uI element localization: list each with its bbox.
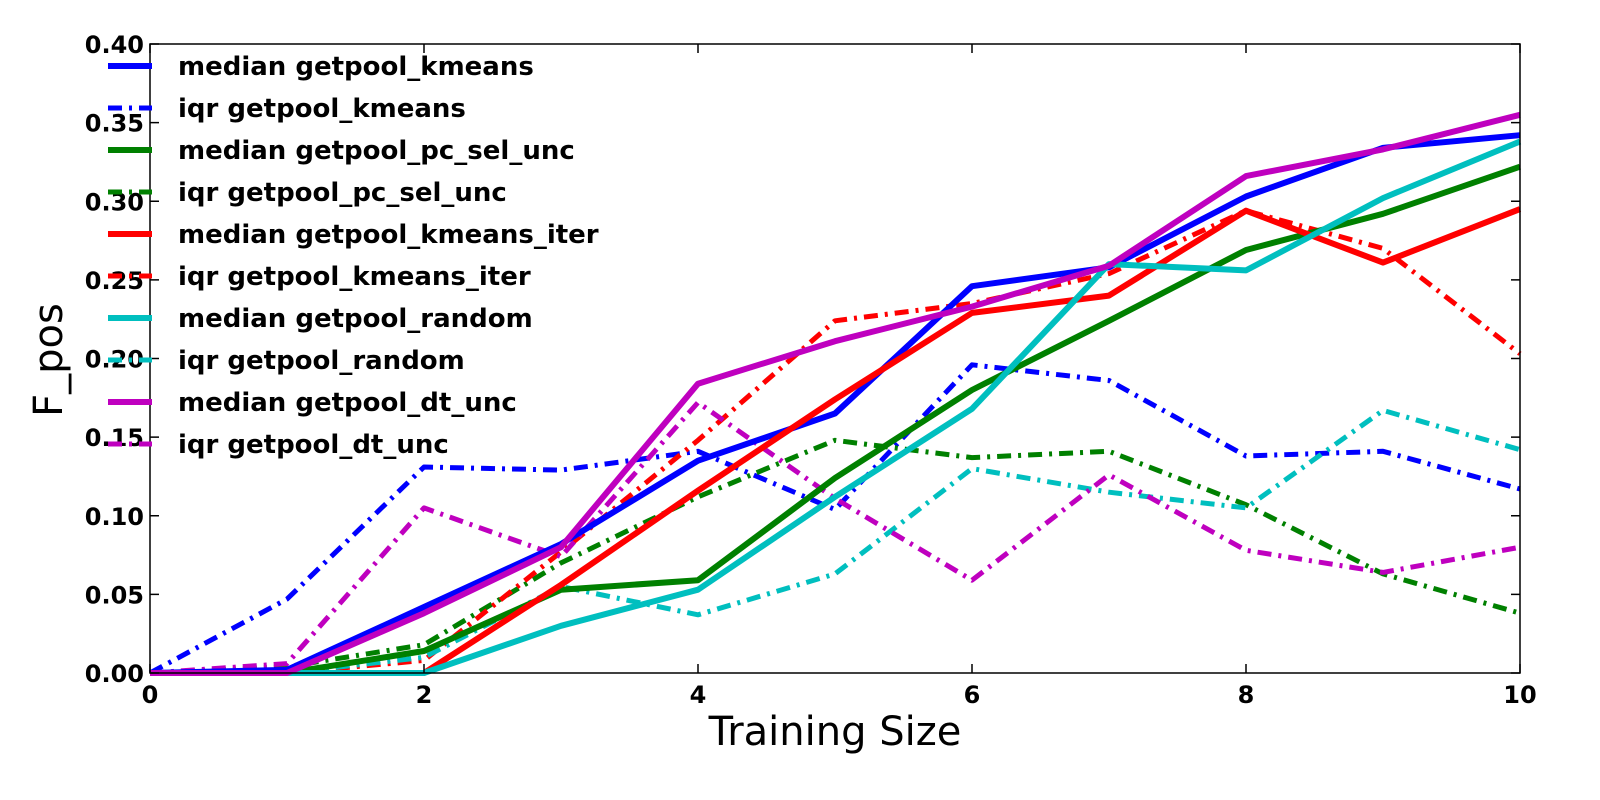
- series-line-median-getpool-kmeans: [149, 132, 1521, 676]
- x-axis-label: Training Size: [708, 709, 962, 755]
- legend-label: median getpool_random: [178, 304, 533, 334]
- y-axis-label: F_pos: [26, 303, 72, 417]
- series-line-iqr-getpool-pc-sel-unc: [149, 437, 1521, 676]
- x-tick-label: 0: [142, 681, 159, 709]
- y-tick-label: 0.25: [85, 267, 144, 295]
- legend-label: median getpool_dt_unc: [178, 388, 517, 418]
- series-line-iqr-getpool-random: [150, 407, 1521, 676]
- x-tick-label: 2: [416, 681, 433, 709]
- legend-item-median-getpool-kmeans: median getpool_kmeans: [108, 52, 534, 82]
- series-line-iqr-getpool-kmeans: [148, 362, 1521, 676]
- legend-item-median-getpool-kmeans-iter: median getpool_kmeans_iter: [108, 220, 599, 250]
- legend-item-iqr-getpool-pc-sel-unc: iqr getpool_pc_sel_unc: [108, 178, 507, 208]
- x-tick-label: 4: [690, 681, 707, 709]
- series-line-median-getpool-dt-unc: [150, 111, 1521, 676]
- legend-item-iqr-getpool-random: iqr getpool_random: [108, 346, 465, 376]
- y-tick-label: 0.05: [85, 581, 144, 609]
- legend-item-iqr-getpool-kmeans-iter: iqr getpool_kmeans_iter: [108, 262, 531, 292]
- ticks-layer: 0 2 4 6 8 100.000.050.100.150.200.250.300.350…: [85, 31, 1537, 709]
- legend-label: iqr getpool_dt_unc: [178, 430, 449, 460]
- legend-label: median getpool_kmeans_iter: [178, 220, 599, 250]
- legend-label: iqr getpool_kmeans: [178, 94, 466, 124]
- series-line-iqr-getpool-dt-unc: [149, 400, 1521, 676]
- series-line-median-getpool-pc-sel-unc: [150, 163, 1521, 676]
- y-tick-label: 0.00: [85, 660, 144, 688]
- legend-item-median-getpool-random: median getpool_random: [108, 304, 533, 334]
- legend-item-median-getpool-pc-sel-unc: median getpool_pc_sel_unc: [108, 136, 575, 166]
- legend-label: median getpool_kmeans: [178, 52, 534, 82]
- legend-label: iqr getpool_kmeans_iter: [178, 262, 531, 292]
- x-tick-label: 6: [964, 681, 981, 709]
- y-tick-label: 0.35: [85, 110, 144, 138]
- legend-item-iqr-getpool-dt-unc: iqr getpool_dt_unc: [108, 430, 449, 460]
- legend-label: iqr getpool_random: [178, 346, 465, 376]
- x-tick-label: 10: [1503, 681, 1536, 709]
- legend-label: median getpool_pc_sel_unc: [178, 136, 575, 166]
- legend-item-iqr-getpool-kmeans: iqr getpool_kmeans: [108, 94, 466, 124]
- y-tick-label: 0.15: [85, 424, 144, 452]
- y-tick-label: 0.40: [85, 31, 144, 59]
- x-tick-label: 8: [1238, 681, 1255, 709]
- legend-label: iqr getpool_pc_sel_unc: [178, 178, 507, 208]
- legend-item-median-getpool-dt-unc: median getpool_dt_unc: [108, 388, 517, 418]
- y-tick-label: 0.10: [85, 503, 144, 531]
